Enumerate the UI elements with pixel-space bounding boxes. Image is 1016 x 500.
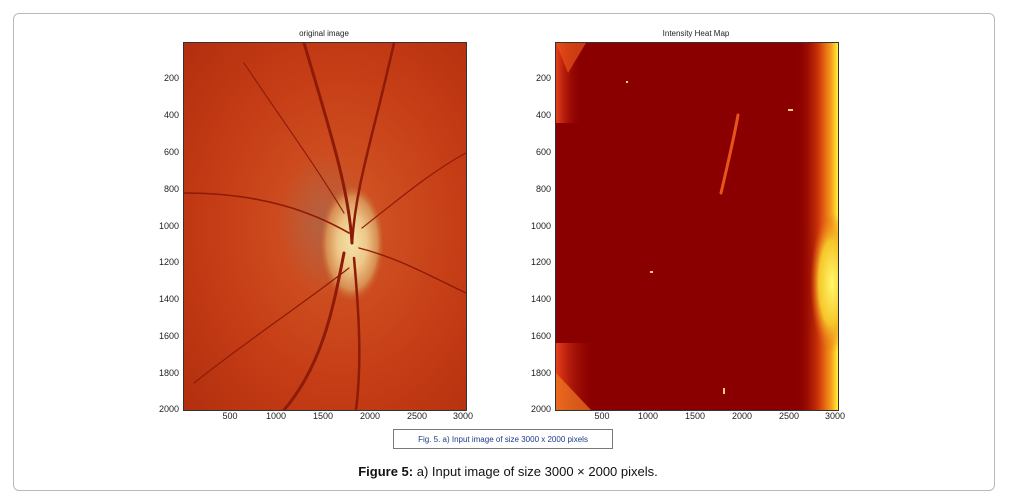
right-y-tick: 1400 [530, 294, 551, 304]
left-y-tick: 1000 [158, 221, 179, 231]
left-y-tick: 200 [163, 73, 179, 83]
retina-fundus-image [184, 43, 466, 410]
figure-caption-label: Figure 5: [358, 464, 414, 479]
right-y-tick: 1800 [530, 368, 551, 378]
intensity-heatmap-image [556, 43, 838, 410]
right-y-tick: 1600 [530, 331, 551, 341]
right-plot-image [555, 42, 839, 411]
left-y-tick: 1400 [158, 294, 179, 304]
right-plot-title: Intensity Heat Map [662, 29, 730, 38]
right-y-tick: 1000 [530, 221, 551, 231]
right-y-tick: 800 [535, 184, 551, 194]
left-x-tick: 3000 [452, 411, 474, 421]
left-y-tick: 2000 [158, 404, 179, 414]
right-y-tick: 1200 [530, 257, 551, 267]
left-y-tick: 600 [163, 147, 179, 157]
left-x-tick: 1000 [265, 411, 287, 421]
left-y-tick: 1200 [158, 257, 179, 267]
right-x-tick: 3000 [824, 411, 846, 421]
left-plot-image [183, 42, 467, 411]
figure-caption-text: a) Input image of size 3000 × 2000 pixel… [413, 464, 658, 479]
right-x-tick: 1500 [684, 411, 706, 421]
left-y-tick: 1600 [158, 331, 179, 341]
left-y-tick: 400 [163, 110, 179, 120]
left-x-tick: 1500 [312, 411, 334, 421]
right-x-tick: 500 [594, 411, 610, 421]
right-x-tick: 1000 [637, 411, 659, 421]
left-y-tick: 1800 [158, 368, 179, 378]
inset-caption: Fig. 5. a) Input image of size 3000 x 20… [393, 429, 613, 449]
left-x-tick: 2500 [406, 411, 428, 421]
right-y-tick: 600 [535, 147, 551, 157]
right-x-tick: 2000 [731, 411, 753, 421]
left-x-tick: 500 [222, 411, 238, 421]
left-y-tick: 800 [163, 184, 179, 194]
right-y-tick: 200 [535, 73, 551, 83]
right-x-tick: 2500 [778, 411, 800, 421]
left-plot-title: original image [299, 29, 349, 38]
right-y-tick: 400 [535, 110, 551, 120]
left-x-tick: 2000 [359, 411, 381, 421]
figure-caption: Figure 5: a) Input image of size 3000 × … [0, 464, 1016, 479]
right-y-tick: 2000 [530, 404, 551, 414]
